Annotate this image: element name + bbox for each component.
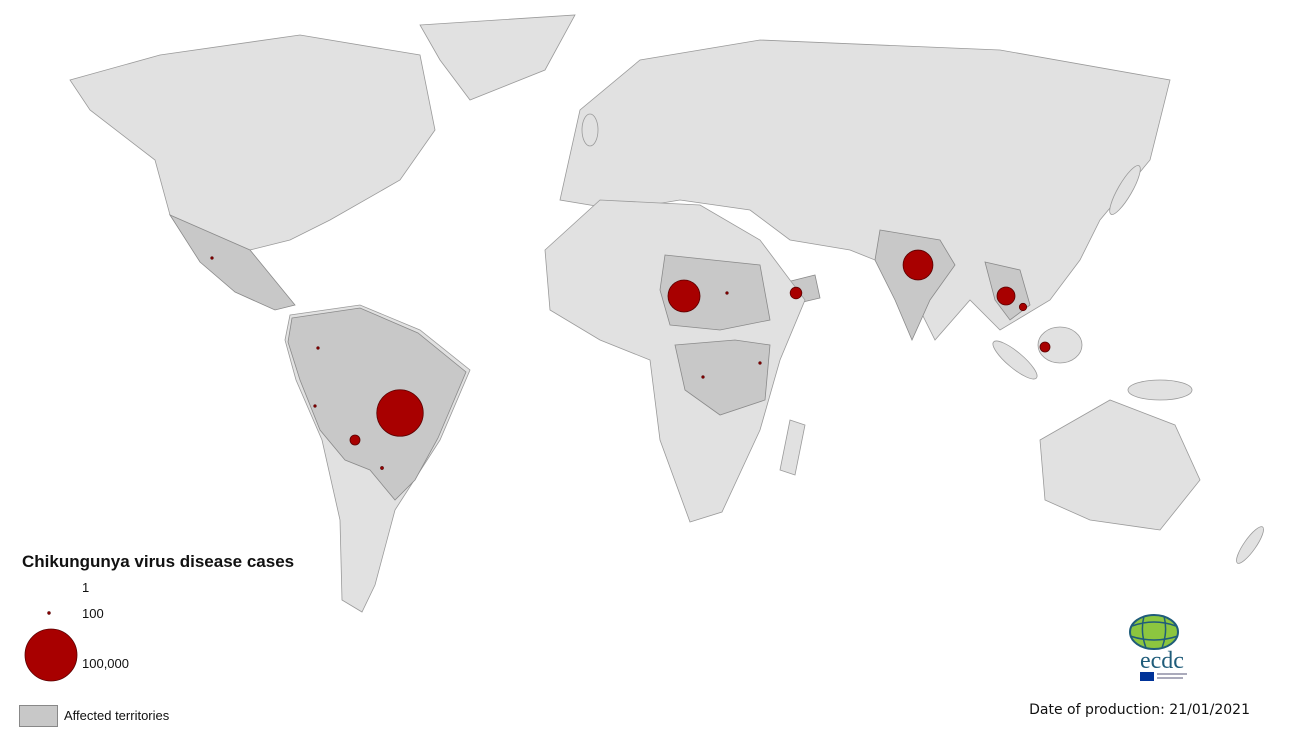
sumatra	[992, 340, 1038, 380]
legend-label-100: 100	[82, 606, 104, 621]
ecdc-logo: ecdc	[1129, 614, 1187, 681]
madagascar	[779, 419, 806, 476]
borneo	[1037, 326, 1083, 364]
central-america-affected	[168, 214, 296, 311]
eurasia	[559, 39, 1171, 341]
case-bubble-sudan	[725, 291, 729, 295]
case-bubble-india	[902, 249, 934, 281]
central-africa-affected	[674, 339, 771, 416]
legend-label-100000: 100,000	[82, 656, 129, 671]
legend-symbols	[24, 611, 78, 682]
legend-bubble-100	[47, 611, 51, 615]
date-of-production: Date of production: 21/01/2021	[1029, 702, 1250, 718]
case-bubble-chad	[667, 279, 701, 313]
case-bubble-kenya	[758, 361, 762, 365]
case-bubble-cambodia	[1018, 302, 1028, 312]
japan	[1109, 165, 1141, 215]
uk	[581, 113, 599, 147]
new-zealand	[1236, 526, 1264, 564]
svg-text:ecdc: ecdc	[1140, 648, 1184, 674]
case-bubble-malaysia	[1039, 341, 1051, 353]
case-bubble-peru	[313, 404, 317, 408]
legend-label-1: 1	[82, 580, 90, 595]
globe-icon	[1129, 614, 1179, 650]
case-bubble-bolivia	[349, 434, 361, 446]
south-america-affected	[287, 307, 467, 501]
case-bubble-mexico	[210, 256, 214, 260]
case-bubble-brazil	[376, 389, 424, 437]
australia	[1039, 399, 1201, 531]
north-america	[69, 34, 436, 291]
case-bubble-yemen	[789, 286, 803, 300]
case-bubble-thailand	[996, 286, 1016, 306]
affected-label: Affected territories	[64, 708, 170, 723]
affected-swatch	[19, 705, 58, 727]
case-bubble-paraguay	[380, 466, 384, 470]
case-bubbles	[210, 249, 1051, 470]
case-bubble-dr-congo	[701, 375, 705, 379]
legend-bubble-100000	[24, 628, 78, 682]
legend-title: Chikungunya virus disease cases	[22, 552, 295, 571]
india-affected	[874, 229, 956, 341]
case-bubble-colombia	[316, 346, 320, 350]
greenland	[419, 14, 576, 101]
land-layer	[69, 14, 1264, 613]
eu-flag-icon	[1140, 672, 1154, 681]
new-guinea	[1127, 379, 1193, 401]
